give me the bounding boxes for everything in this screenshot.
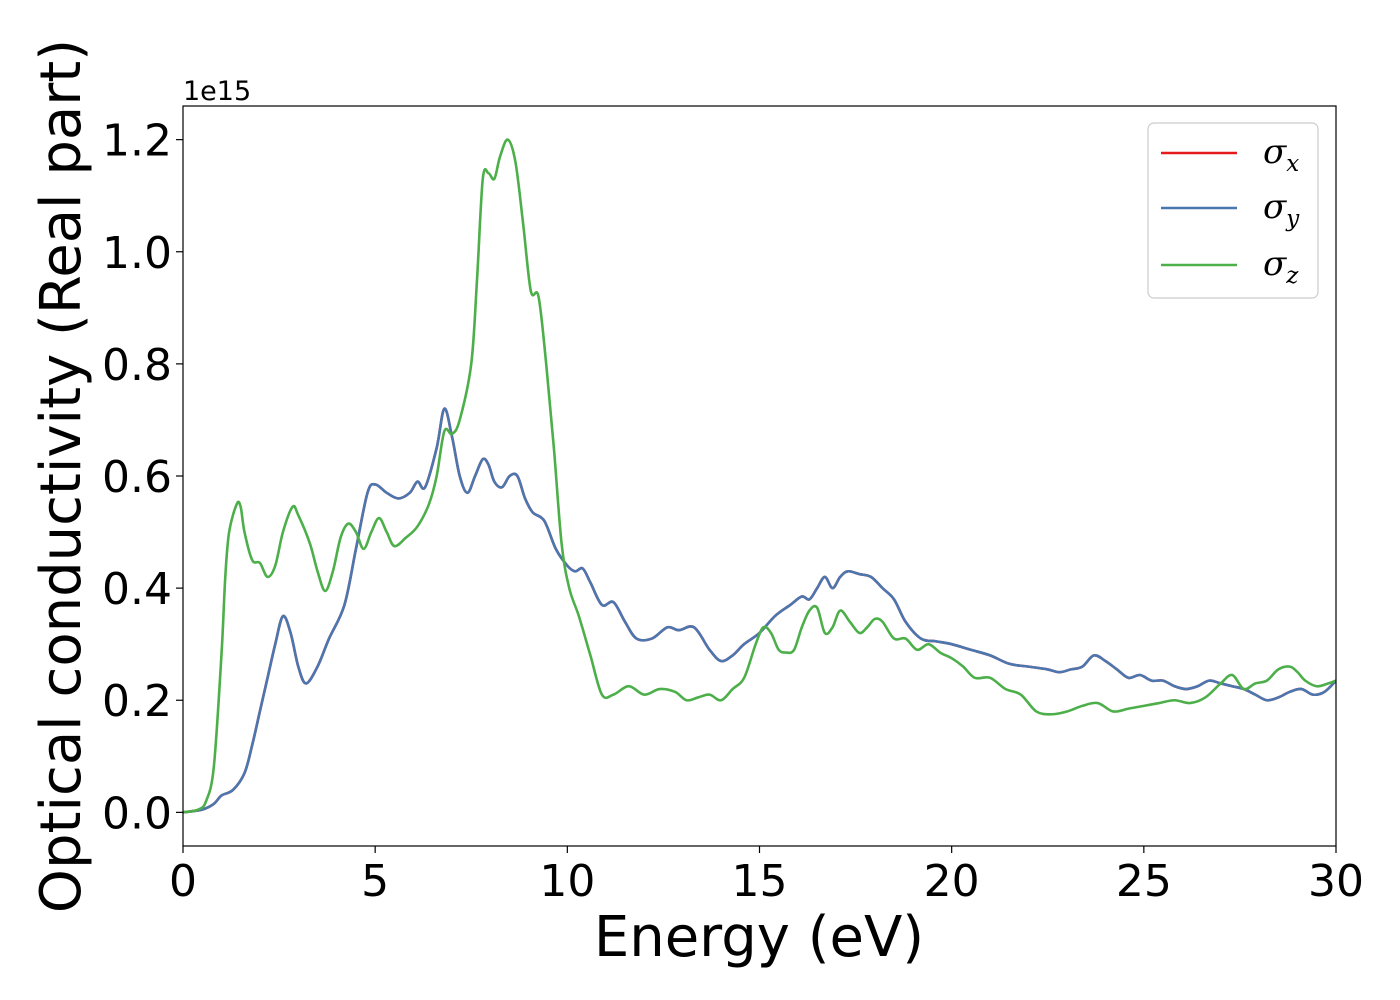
y-offset-label: 1e15 (183, 76, 251, 107)
x-tick-label: 20 (924, 856, 980, 907)
legend-label: σz (1263, 244, 1299, 289)
y-axis: 0.0 0.2 0.4 0.6 0.8 1.0 1.2 (102, 116, 183, 839)
y-axis-label: Optical conductivity (Real part) (29, 39, 94, 913)
legend-label: σy (1263, 187, 1300, 232)
x-tick-label: 0 (169, 856, 197, 907)
y-tick-label: 0.2 (102, 676, 172, 727)
y-tick-label: 0.0 (102, 788, 172, 839)
series-layer (183, 138, 1336, 814)
series-line-y (183, 407, 1336, 814)
x-axis-label: Energy (eV) (594, 905, 924, 970)
y-tick-label: 1.2 (102, 116, 172, 167)
x-tick-label: 25 (1116, 856, 1172, 907)
y-tick-label: 0.8 (102, 340, 172, 391)
legend-label: σx (1263, 132, 1299, 177)
y-tick-label: 0.6 (102, 452, 172, 503)
legend-entry-z: σz (1161, 244, 1299, 289)
x-axis: 0 5 10 15 20 25 30 (169, 846, 1364, 907)
legend-frame (1147, 122, 1319, 299)
x-tick-label: 15 (732, 856, 788, 907)
series-line-z (183, 138, 1336, 814)
x-tick-label: 5 (361, 856, 389, 907)
legend-entry-x: σx (1161, 132, 1299, 177)
legend: σx σy σz (1147, 122, 1319, 299)
x-tick-label: 10 (539, 856, 595, 907)
y-tick-label: 0.4 (102, 564, 172, 615)
x-tick-label: 30 (1308, 856, 1364, 907)
legend-entry-y: σy (1161, 187, 1300, 232)
y-tick-label: 1.0 (102, 228, 172, 279)
